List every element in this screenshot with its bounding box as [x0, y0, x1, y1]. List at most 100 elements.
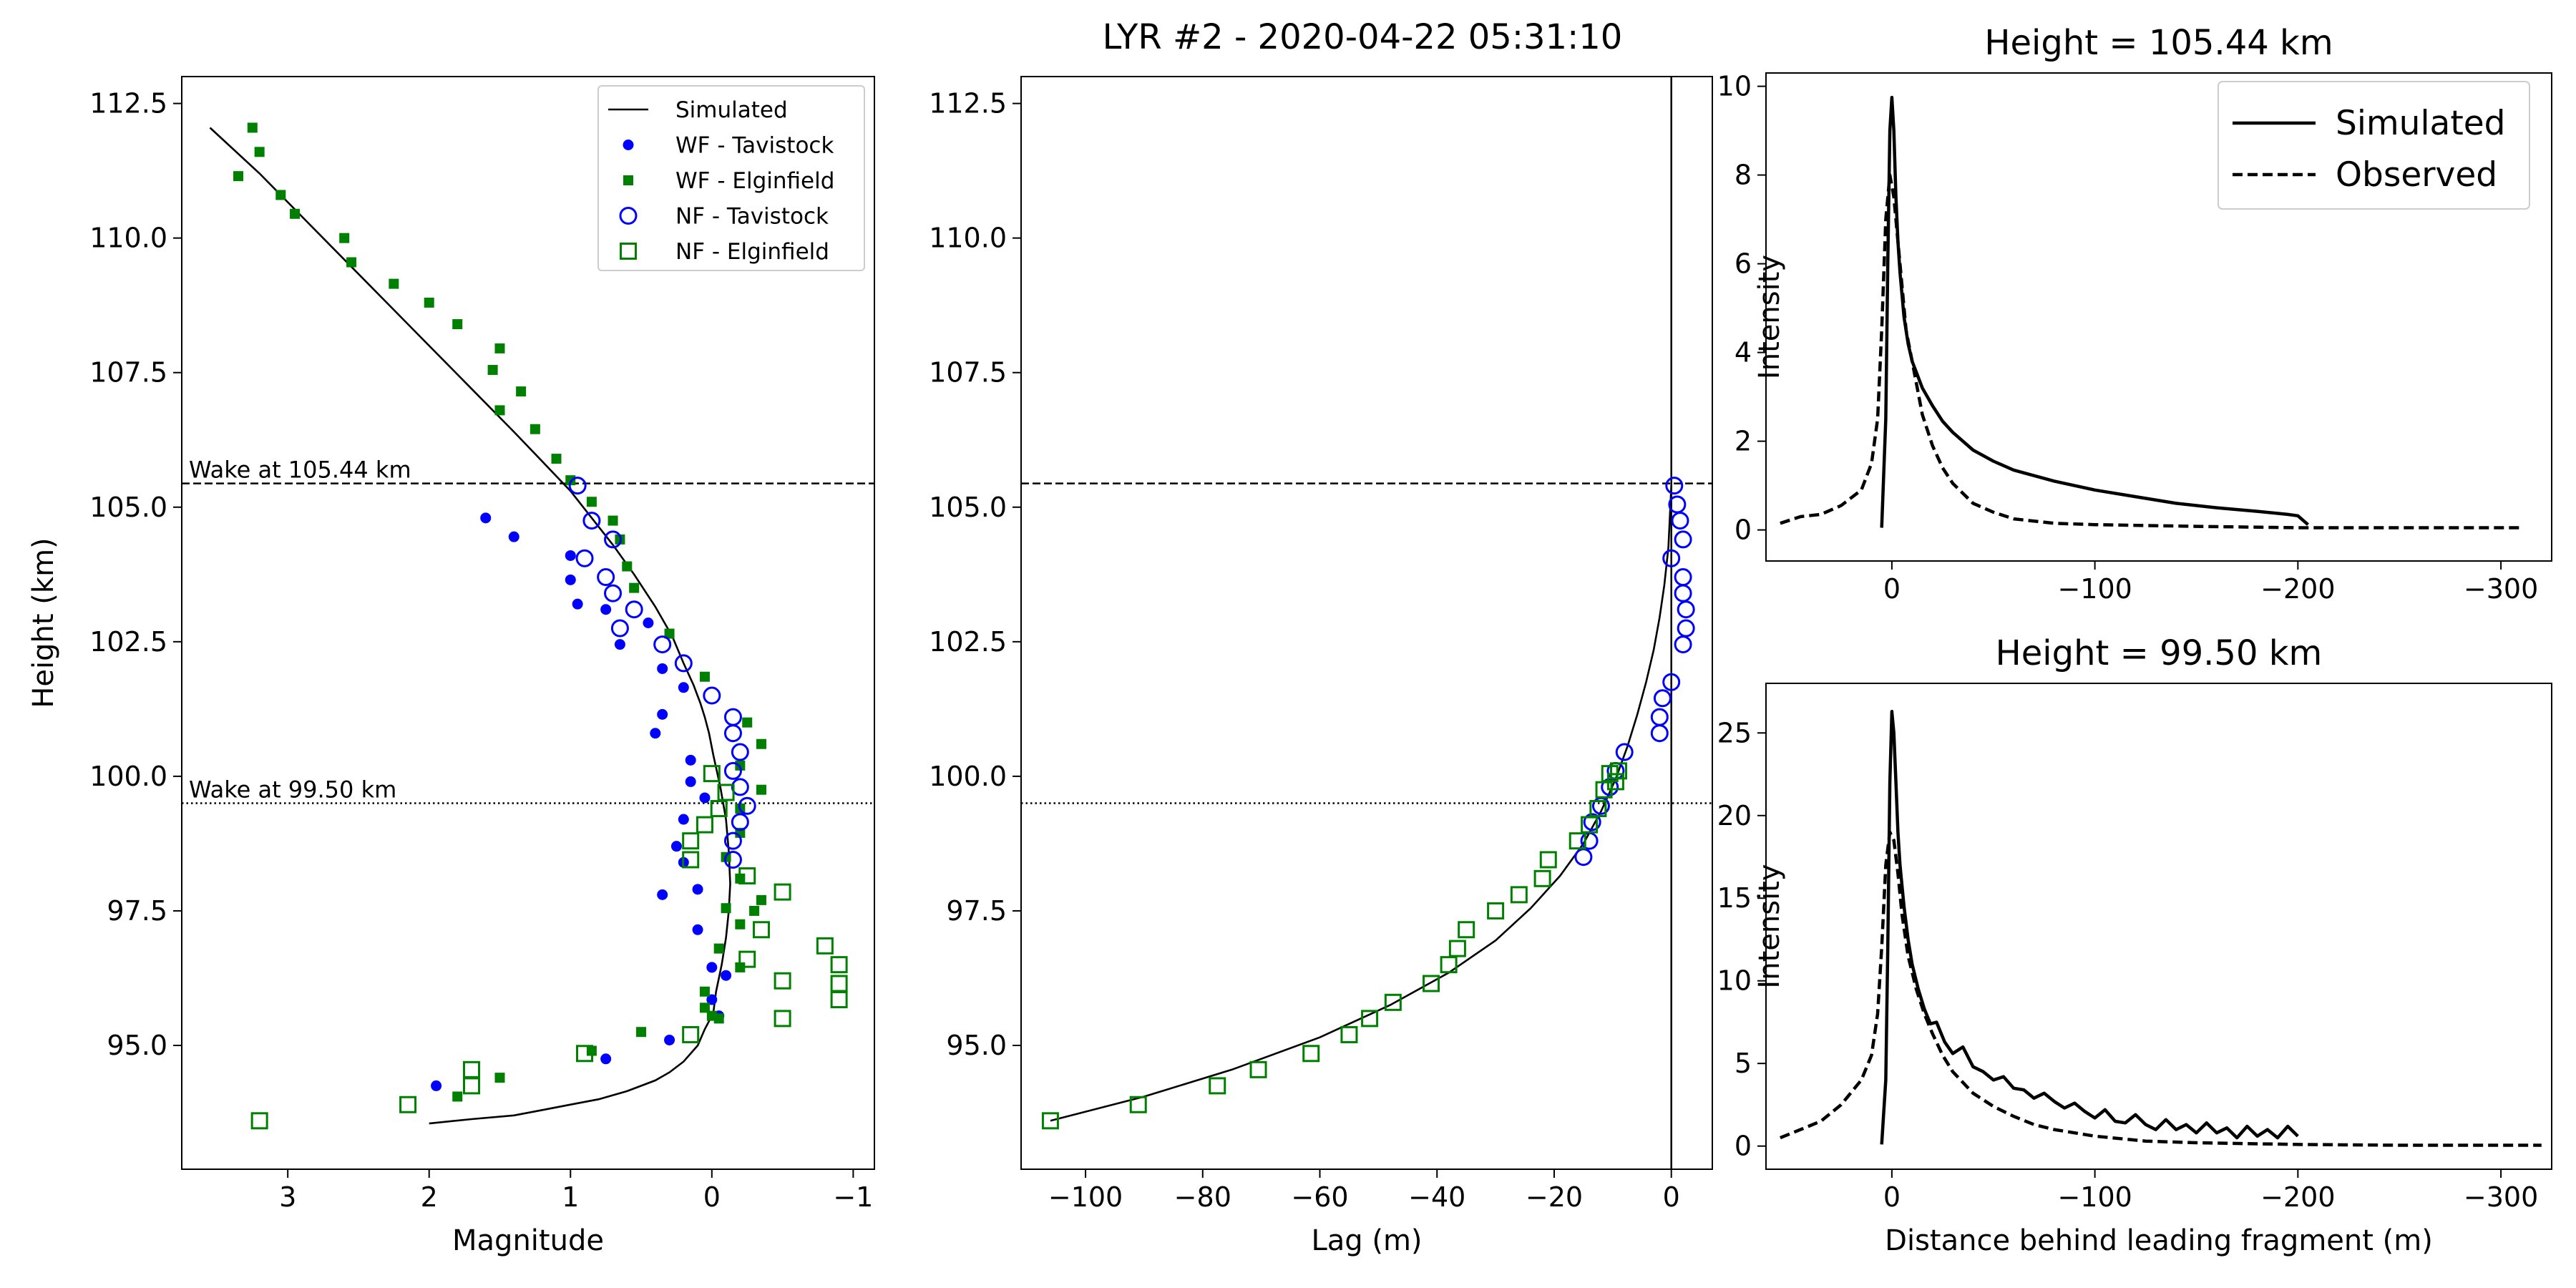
- data-point: [692, 924, 703, 935]
- plot-area: [1780, 95, 2522, 530]
- y-tick-label: 10: [1717, 965, 1752, 997]
- data-point: [623, 175, 633, 185]
- x-tick-label: 0: [703, 1181, 721, 1213]
- data-point: [565, 574, 576, 585]
- data-point: [1665, 477, 1684, 495]
- data-point: [699, 986, 710, 997]
- data-point: [494, 1073, 505, 1083]
- data-point: [494, 405, 505, 416]
- data-point: [582, 512, 601, 530]
- data-point: [608, 515, 618, 526]
- y-tick-label: 97.5: [946, 895, 1007, 927]
- y-tick-label: 110.0: [929, 223, 1007, 254]
- data-point: [494, 343, 505, 353]
- legend-box: [597, 85, 865, 271]
- data-point: [254, 147, 265, 157]
- data-point: [600, 604, 612, 615]
- data-point: [565, 550, 576, 561]
- x-tick-label: 1: [562, 1181, 579, 1213]
- data-point: [576, 1045, 594, 1063]
- data-point: [551, 454, 562, 464]
- data-point: [678, 814, 689, 825]
- data-point: [706, 994, 718, 1005]
- data-point: [682, 832, 700, 850]
- x-tick-label: 3: [279, 1181, 296, 1213]
- data-point: [1677, 600, 1695, 619]
- plot-area: [1780, 710, 2542, 1147]
- x-axis-label: Lag (m): [1311, 1224, 1422, 1257]
- data-point: [685, 754, 696, 766]
- data-point: [678, 682, 689, 693]
- x-axis-label: Distance behind leading fragment (m): [1885, 1224, 2433, 1257]
- legend: Simulated Observed: [2218, 81, 2530, 210]
- data-point: [731, 743, 749, 761]
- subplot-title: Height = 105.44 km: [1984, 23, 2333, 63]
- legend: Simulated WF - Tavistock WF - Elginfield NF…: [597, 85, 865, 271]
- legend-label: NF - Elginfield: [675, 239, 829, 265]
- data-point: [487, 364, 498, 375]
- x-tick-label: −20: [1526, 1181, 1583, 1213]
- data-point: [620, 243, 637, 260]
- plot-area: [182, 122, 874, 1130]
- legend-box: [2218, 81, 2530, 210]
- x-tick-label: −200: [2260, 573, 2335, 605]
- x-tick-label: −1: [833, 1181, 873, 1213]
- data-point: [339, 233, 350, 243]
- data-point: [610, 619, 629, 638]
- data-point: [706, 962, 718, 973]
- data-point: [1583, 813, 1601, 831]
- data-point: [1653, 689, 1672, 708]
- y-tick-label: 107.5: [89, 357, 167, 389]
- data-point: [738, 867, 756, 885]
- y-axis-label: Height (km): [27, 537, 60, 708]
- y-tick-label: 112.5: [929, 88, 1007, 119]
- data-point: [1601, 778, 1619, 796]
- simulated-curve: [1880, 95, 2309, 528]
- data-point: [586, 497, 597, 507]
- data-point: [723, 831, 742, 850]
- simulated-curve: [1880, 710, 2299, 1145]
- data-point: [233, 171, 244, 182]
- y-tick-label: 2: [1735, 426, 1752, 457]
- data-point: [830, 956, 848, 974]
- y-tick-label: 97.5: [107, 895, 167, 927]
- data-point: [1671, 512, 1689, 530]
- subplot-title: Height = 99.50 km: [1996, 633, 2323, 673]
- y-tick-label: 5: [1735, 1048, 1752, 1079]
- data-point: [1662, 549, 1681, 567]
- data-point: [629, 582, 640, 593]
- data-point: [703, 686, 721, 705]
- data-point: [1674, 530, 1692, 549]
- y-tick-label: 4: [1735, 337, 1752, 369]
- y-tick-label: 8: [1735, 160, 1752, 191]
- data-point: [749, 905, 760, 916]
- data-point: [619, 207, 638, 225]
- data-point: [1581, 816, 1599, 834]
- legend-label: Simulated: [2336, 104, 2506, 143]
- y-tick-label: 100.0: [89, 761, 167, 792]
- data-point: [664, 628, 675, 639]
- data-point: [703, 765, 721, 783]
- data-point: [1302, 1045, 1320, 1063]
- data-point: [713, 943, 724, 954]
- y-tick-label: 100.0: [929, 761, 1007, 792]
- x-tick-label: −40: [1408, 1181, 1465, 1213]
- profile-panel-upper: 0 −100 −200 −300 0 2 4 6 8 10 Intensity Height = 10…: [1717, 23, 2552, 605]
- data-point: [1650, 724, 1669, 743]
- y-tick-label: 15: [1717, 882, 1752, 914]
- y-tick-label: 105.0: [89, 492, 167, 523]
- data-point: [290, 208, 301, 219]
- data-point: [723, 761, 742, 780]
- data-point: [738, 796, 756, 815]
- data-point: [713, 1013, 724, 1024]
- data-point: [774, 883, 791, 901]
- data-point: [1249, 1060, 1267, 1078]
- data-point: [816, 937, 834, 955]
- data-point: [657, 663, 668, 674]
- wake-label: Wake at 105.44 km: [189, 457, 411, 484]
- data-point: [657, 889, 668, 900]
- data-point: [774, 972, 791, 990]
- data-point: [1384, 993, 1402, 1011]
- x-tick-label: −80: [1174, 1181, 1231, 1213]
